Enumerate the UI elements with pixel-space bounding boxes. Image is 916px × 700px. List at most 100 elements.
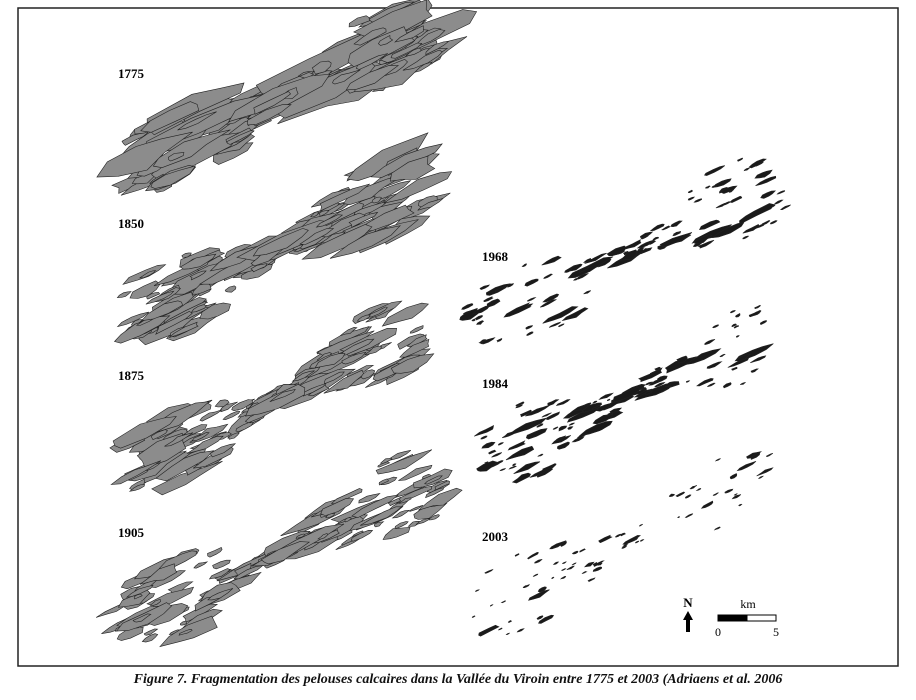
patch <box>760 190 776 199</box>
patch <box>712 178 732 188</box>
patch <box>614 533 622 538</box>
patch <box>750 452 761 460</box>
year-label: 1875 <box>118 368 145 383</box>
caption: Figure 7. Fragmentation des pelouses cal… <box>133 672 783 687</box>
patch <box>116 311 150 328</box>
patch <box>462 310 471 315</box>
patch <box>576 273 589 280</box>
habitat-map <box>471 451 774 637</box>
patch <box>319 183 370 212</box>
patch <box>311 60 332 75</box>
patch <box>506 417 548 437</box>
patch <box>527 297 537 302</box>
patch <box>567 256 614 279</box>
patch <box>168 321 199 338</box>
patch <box>554 435 566 442</box>
patch <box>488 449 497 455</box>
patch <box>193 561 209 569</box>
patch <box>318 210 330 217</box>
patch <box>579 548 586 553</box>
patch <box>654 366 661 371</box>
patch <box>649 223 665 232</box>
patch <box>761 220 771 226</box>
patch <box>706 361 723 369</box>
patch <box>648 240 657 246</box>
patch <box>133 593 143 600</box>
patch <box>739 203 775 225</box>
patch <box>399 338 430 358</box>
patch <box>149 599 161 607</box>
patch <box>191 431 210 442</box>
patch <box>314 353 346 369</box>
patch <box>177 111 217 131</box>
patch <box>475 315 484 321</box>
patch <box>190 304 208 313</box>
patch <box>607 411 614 417</box>
patch <box>613 386 640 403</box>
patch <box>390 42 423 59</box>
patch <box>733 493 738 496</box>
patch <box>559 575 567 580</box>
patch <box>693 198 703 203</box>
patch <box>409 325 424 334</box>
patch <box>424 475 443 485</box>
patch <box>543 273 554 279</box>
patch <box>760 320 768 325</box>
habitat-map <box>96 0 478 196</box>
patch <box>480 435 488 440</box>
patch <box>598 392 614 400</box>
patch <box>642 235 649 239</box>
patch <box>538 614 555 624</box>
patch <box>750 355 767 364</box>
patch <box>348 211 379 228</box>
patch <box>525 331 534 336</box>
patch <box>505 445 535 461</box>
patch <box>345 64 400 91</box>
patch <box>323 369 365 394</box>
patch <box>769 220 778 225</box>
patch <box>756 467 774 477</box>
patch <box>214 399 230 408</box>
patch <box>640 231 654 238</box>
patch <box>545 411 560 421</box>
patch <box>724 488 734 494</box>
patch <box>484 461 489 464</box>
patch <box>461 303 474 310</box>
figure: 1775 1850 1875 1905 1968 1984 2003 N km … <box>17 0 899 667</box>
patch <box>581 571 588 575</box>
patch <box>178 628 193 636</box>
patch <box>712 492 720 496</box>
patch <box>208 568 231 580</box>
patch <box>356 314 371 322</box>
scale-start: 0 <box>715 625 721 639</box>
patch <box>332 69 361 85</box>
patch <box>776 190 786 195</box>
patch <box>181 252 192 258</box>
patch <box>250 263 268 273</box>
patch <box>670 220 683 228</box>
patch <box>703 339 716 345</box>
patch <box>291 370 315 382</box>
patch <box>364 345 383 356</box>
patch <box>512 463 517 467</box>
year-label: 1850 <box>118 216 144 231</box>
patch <box>483 296 494 303</box>
scale-end: 5 <box>773 625 779 639</box>
patch <box>498 442 504 446</box>
patch <box>253 91 292 115</box>
patch <box>525 404 551 417</box>
patch <box>199 409 223 422</box>
patch <box>541 255 562 266</box>
patch <box>754 304 761 310</box>
patch <box>736 461 757 472</box>
patch <box>139 270 157 279</box>
patch <box>592 405 601 411</box>
patch <box>568 422 576 426</box>
patch <box>381 302 430 327</box>
patch <box>507 283 515 288</box>
patch <box>622 543 629 547</box>
patch <box>474 424 495 437</box>
patch <box>503 302 532 318</box>
patch <box>522 584 530 589</box>
patch <box>521 263 527 268</box>
